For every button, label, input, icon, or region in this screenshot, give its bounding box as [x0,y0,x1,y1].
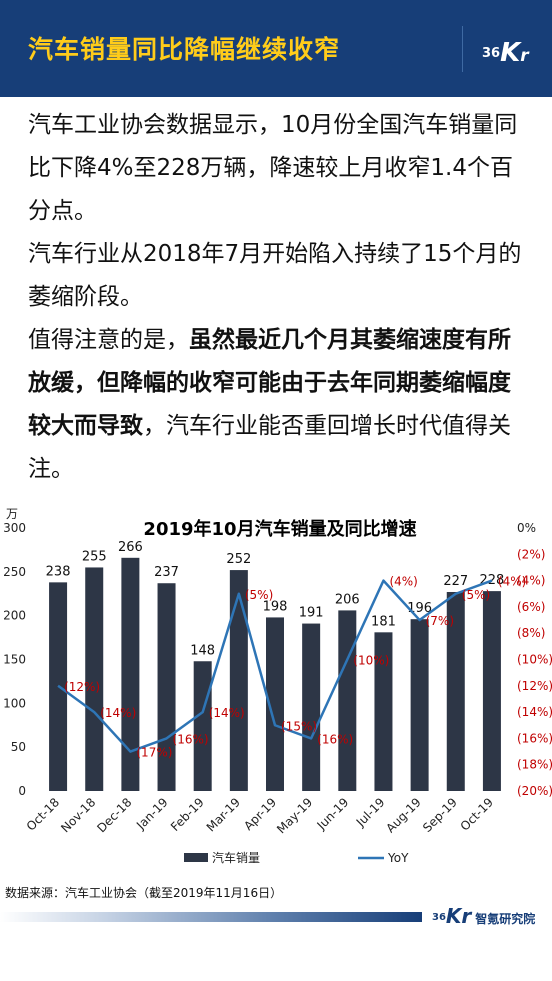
y-right-tick: (8%) [517,626,545,640]
bar-value-label: 198 [263,599,288,614]
bar-value-label: 237 [154,565,179,580]
yoy-value-label: (17%) [136,746,172,760]
article-body: 汽车工业协会数据显示，10月份全国汽车销量同比下降4%至228万辆，降速较上月收… [28,104,533,491]
bar [193,661,212,791]
sales-chart: 2019年10月汽车销量及同比增速 万 0 50 100 150 200 250 300 0% (2… [3,507,552,865]
bar [302,623,321,791]
x-tick-label: Mar-19 [204,795,243,834]
bar-value-label: 148 [190,643,215,658]
bar [157,583,176,791]
x-tick-label: Dec-18 [94,795,134,835]
y-right-tick: (20%) [517,784,552,798]
bar [229,570,248,791]
brand-logo: 36Kr [482,38,529,68]
header-divider [462,26,463,72]
yoy-value-label: (4%) [498,575,526,589]
footer-gradient-bar [0,912,422,922]
paragraph-3-highlight: 虽然最近几个月其萎缩速度有所放缓，但降幅的收窄可能由于去年同期萎缩幅度较大而导致 [28,327,511,439]
x-tick-label: Apr-19 [241,795,279,833]
legend-line-label: YoY [387,851,409,865]
bar-value-label: 255 [82,549,107,564]
y-right-tick: (2%) [517,547,545,561]
bar-value-label: 227 [443,574,468,589]
bar [374,632,393,791]
footer-label: 智氪研究院 [475,912,536,926]
x-tick-label: Jul-19 [353,795,388,830]
x-tick-label: Oct-19 [458,795,496,833]
footer-logo-number: 36 [432,912,446,923]
page-title: 汽车销量同比降幅继续收窄 [28,35,341,64]
y-left-tick: 200 [3,609,26,623]
paragraph-2: 汽车行业从2018年7月开始陷入持续了15个月的萎缩阶段。 [28,241,522,310]
y-left-tick: 0 [18,784,26,798]
paragraph-3-tail: ，汽车行业能否重回增长时代值得关注。 [28,413,511,482]
x-tick-label: Jan-19 [133,795,171,833]
yoy-value-label: (7%) [426,614,454,628]
legend-bar-swatch [184,853,208,862]
bar [446,591,465,791]
source-note: 数据来源：汽车工业协会（截至2019年11月16日） [5,886,283,900]
bar [121,557,140,791]
logo-k: K [500,38,521,68]
bar-value-label: 181 [371,614,396,629]
bar-value-label: 206 [335,592,360,607]
y-left-tick: 300 [3,521,26,535]
bar [338,610,357,791]
bar [85,567,104,791]
y-right-tick: (18%) [517,758,552,772]
bar [410,619,429,791]
logo-r: r [520,46,529,66]
y-right-tick: 0% [517,521,536,535]
chart-title: 2019年10月汽车销量及同比增速 [143,518,416,540]
x-tick-label: May-19 [274,795,315,836]
bar-value-label: 266 [118,540,143,555]
yoy-value-label: (16%) [173,732,209,746]
bar-value-label: 252 [226,552,251,567]
bar [482,591,501,791]
yoy-value-label: (12%) [64,680,100,694]
x-tick-label: Feb-19 [168,795,207,834]
bar-value-label: 191 [299,606,324,621]
x-tick-label: Aug-19 [383,795,423,835]
y-left-unit: 万 [6,507,18,521]
y-right-tick: (4%) [517,574,545,588]
y-left-tick: 250 [3,565,26,579]
header-banner: 汽车销量同比降幅继续收窄 36Kr [0,0,552,97]
yoy-value-label: (16%) [317,732,353,746]
footer-logo-kr: Kr [445,904,472,928]
yoy-value-label: (4%) [389,575,417,589]
y-right-tick: (16%) [517,731,552,745]
yoy-value-label: (15%) [281,719,317,733]
y-right-tick: (6%) [517,600,545,614]
y-left-tick: 100 [3,696,26,710]
x-tick-label: Oct-18 [24,795,62,833]
x-tick-label: Sep-19 [420,795,460,835]
yoy-value-label: (5%) [462,588,490,602]
yoy-line [57,579,493,753]
yoy-value-label: (14%) [209,706,245,720]
y-right-tick: (12%) [517,679,552,693]
legend-bar-label: 汽车销量 [212,850,260,865]
footer-brand: 36Kr 智氪研究院 [432,904,535,928]
paragraph-3: 值得注意的是，虽然最近几个月其萎缩速度有所放缓，但降幅的收窄可能由于去年同期萎缩… [28,319,533,491]
y-right-tick: (14%) [517,705,552,719]
paragraph-1: 汽车工业协会数据显示，10月份全国汽车销量同比下降4%至228万辆，降速较上月收… [28,112,518,224]
x-tick-label: Jun-19 [314,795,352,833]
yoy-value-label: (10%) [353,654,389,668]
logo-number: 36 [482,46,501,61]
paragraph-3-lead: 值得注意的是， [28,327,189,353]
yoy-value-label: (14%) [100,706,136,720]
bar [266,617,284,791]
y-left-tick: 50 [11,740,26,754]
bar-value-label: 238 [46,564,71,579]
yoy-value-label: (5%) [245,588,273,602]
y-right-tick: (10%) [517,653,552,667]
x-tick-label: Nov-18 [58,795,98,835]
y-left-tick: 150 [3,653,26,667]
